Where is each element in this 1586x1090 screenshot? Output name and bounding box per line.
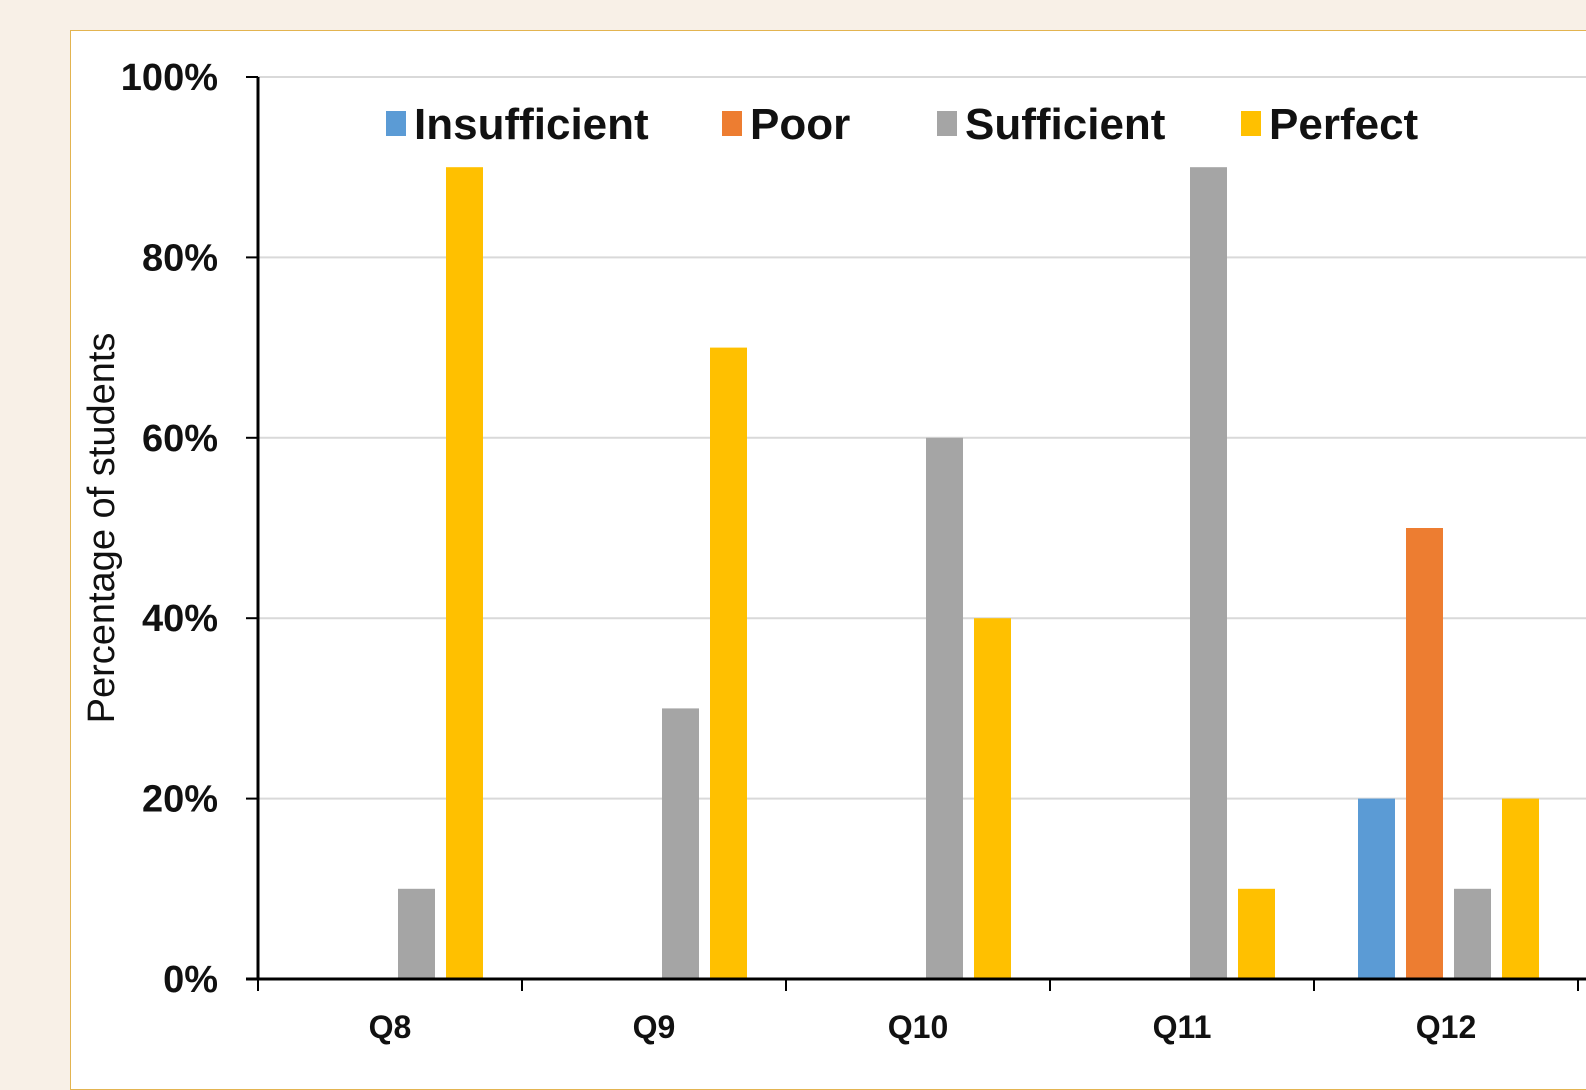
y-tick-label: 20% [142, 779, 218, 821]
axes [246, 76, 1586, 991]
legend-swatch-insufficient [386, 111, 406, 136]
chart-frame [70, 30, 1586, 1090]
x-tick-label: Q9 [633, 1009, 676, 1045]
bar-q8-sufficient [398, 888, 435, 979]
bar-q11-sufficient [1190, 167, 1227, 979]
legend-swatch-sufficient [937, 111, 957, 136]
bar-q10-perfect [974, 618, 1011, 979]
bar-q12-sufficient [1454, 888, 1491, 979]
y-tick-label: 60% [142, 418, 218, 460]
y-tick-label: 100% [121, 57, 218, 99]
legend-label-perfect: Perfect [1269, 100, 1419, 149]
legend-label-sufficient: Sufficient [965, 100, 1166, 149]
bar-q8-perfect [446, 167, 483, 979]
bar-q12-insufficient [1358, 798, 1395, 979]
legend-swatch-poor [722, 111, 742, 136]
bar-q11-perfect [1238, 888, 1275, 979]
bar-q9-sufficient [662, 708, 699, 979]
bar-q12-perfect [1502, 798, 1539, 979]
y-axis-title: Percentage of students [81, 333, 123, 724]
legend-label-insufficient: Insufficient [414, 100, 649, 149]
x-tick-label: Q11 [1153, 1009, 1212, 1045]
x-tick-label: Q12 [1416, 1009, 1476, 1045]
y-tick-label: 40% [142, 598, 218, 640]
bar-q12-poor [1406, 528, 1443, 979]
y-tick-label: 0% [163, 959, 218, 1001]
legend-label-poor: Poor [750, 100, 850, 149]
bars [398, 167, 1539, 980]
bar-q10-sufficient [926, 437, 963, 979]
legend: Insufficient Poor Sufficient Perfect [386, 100, 1419, 149]
x-tick-label: Q10 [888, 1009, 948, 1045]
legend-swatch-perfect [1241, 111, 1261, 136]
bar-q9-perfect [710, 347, 747, 980]
y-tick-label: 80% [142, 237, 218, 279]
y-tick-labels: 0% 20% 40% 60% 80% 100% [121, 57, 218, 1001]
x-tick-labels: Q8 Q9 Q10 Q11 Q12 [369, 1009, 1477, 1045]
x-tick-label: Q8 [369, 1009, 412, 1045]
